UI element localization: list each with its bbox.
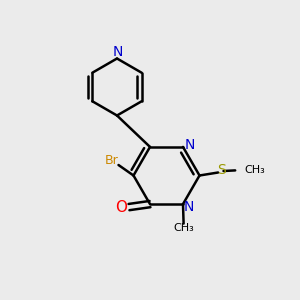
Text: CH₃: CH₃ <box>244 165 265 176</box>
Text: CH₃: CH₃ <box>173 223 194 233</box>
Text: O: O <box>115 200 127 214</box>
Text: N: N <box>112 46 123 59</box>
Text: N: N <box>184 200 194 214</box>
Text: N: N <box>184 137 195 152</box>
Text: Br: Br <box>105 154 119 167</box>
Text: S: S <box>217 163 226 176</box>
